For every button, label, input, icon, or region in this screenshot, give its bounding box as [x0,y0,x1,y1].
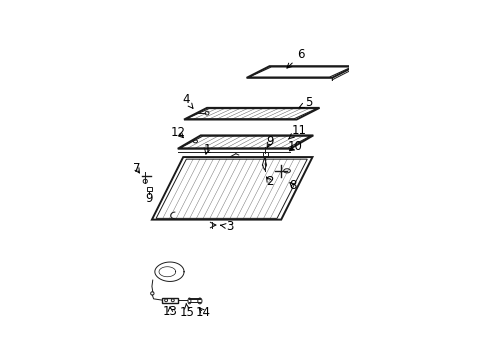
Text: 10: 10 [287,140,302,153]
Text: 9: 9 [145,192,153,205]
Text: 14: 14 [196,306,211,319]
Text: 5: 5 [299,96,312,109]
Text: 15: 15 [180,303,194,319]
Text: 3: 3 [220,220,233,233]
Text: 8: 8 [288,179,296,192]
Text: 4: 4 [182,94,193,108]
Text: 12: 12 [170,126,185,139]
Text: 2: 2 [265,175,273,188]
Text: 1: 1 [203,144,210,157]
Text: 13: 13 [163,305,177,318]
Text: 11: 11 [288,124,305,139]
Bar [162,298,178,303]
Text: 9: 9 [266,135,274,148]
Bar [147,187,151,192]
Text: 7: 7 [132,162,140,175]
Text: 6: 6 [286,48,304,68]
Bar [263,152,267,156]
